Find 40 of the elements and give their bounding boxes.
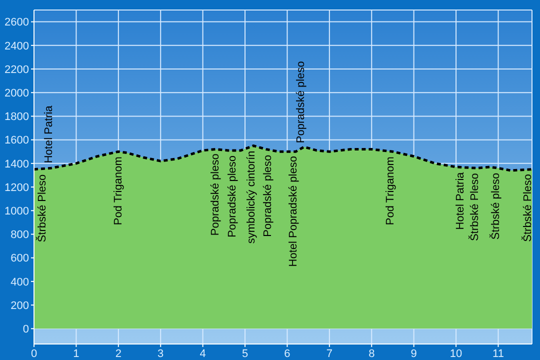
y-tick-label: 1800 <box>4 111 29 124</box>
annotation: Popradské pleso <box>295 61 308 144</box>
annotation: Pod Triganom <box>112 156 124 226</box>
x-tick-label: 5 <box>242 348 248 360</box>
x-tick-label: 3 <box>158 348 164 360</box>
x-tick-label: 0 <box>30 348 38 360</box>
annotation: Pod Triganom <box>384 156 397 226</box>
annotation: Štrbské Pleso <box>35 174 48 242</box>
y-tick-label: 1200 <box>4 182 29 194</box>
annotation: Popradské pleso <box>226 155 238 238</box>
y-tick-label: 2000 <box>4 88 29 100</box>
y-tick-label: 2200 <box>4 64 29 76</box>
annotation: Popradské pleso <box>262 154 274 237</box>
y-tick-label: 2600 <box>4 16 29 29</box>
annotation: Popradské pleso <box>209 154 222 236</box>
y-tick-label: 1000 <box>4 206 29 218</box>
y-tick-label: 600 <box>10 252 29 265</box>
annotation: symbolický cintorín <box>245 150 258 244</box>
y-tick-label: 800 <box>10 229 29 242</box>
y-tick-label: 200 <box>10 300 29 312</box>
annotation: Štrbské pleso <box>489 172 502 240</box>
y-tick-label: 2400 <box>4 40 29 52</box>
x-tick-label: 11 <box>492 348 504 360</box>
y-tick-label: 400 <box>10 276 29 288</box>
annotation: Štrbské Pleso <box>468 173 482 242</box>
x-tick-label: 4 <box>200 348 206 360</box>
annotation: Hotel Patria <box>42 104 55 164</box>
annotation: Štrbské Pleso <box>520 174 534 242</box>
x-tick-label: 9 <box>410 348 417 360</box>
annotation: Hotel Patria <box>454 171 466 230</box>
x-tick-label: 10 <box>450 348 462 360</box>
y-tick-label: 0 <box>22 324 29 336</box>
x-tick-label: 6 <box>284 348 290 360</box>
y-tick-label: 1400 <box>4 158 29 170</box>
y-tick-label: 1600 <box>4 134 29 147</box>
x-tick-label: 8 <box>368 348 375 360</box>
x-tick-label: 1 <box>73 348 80 360</box>
annotation: Hotel Popradské pleso <box>288 156 300 267</box>
x-tick-label: 7 <box>326 348 332 360</box>
x-tick-label: 2 <box>115 348 122 360</box>
